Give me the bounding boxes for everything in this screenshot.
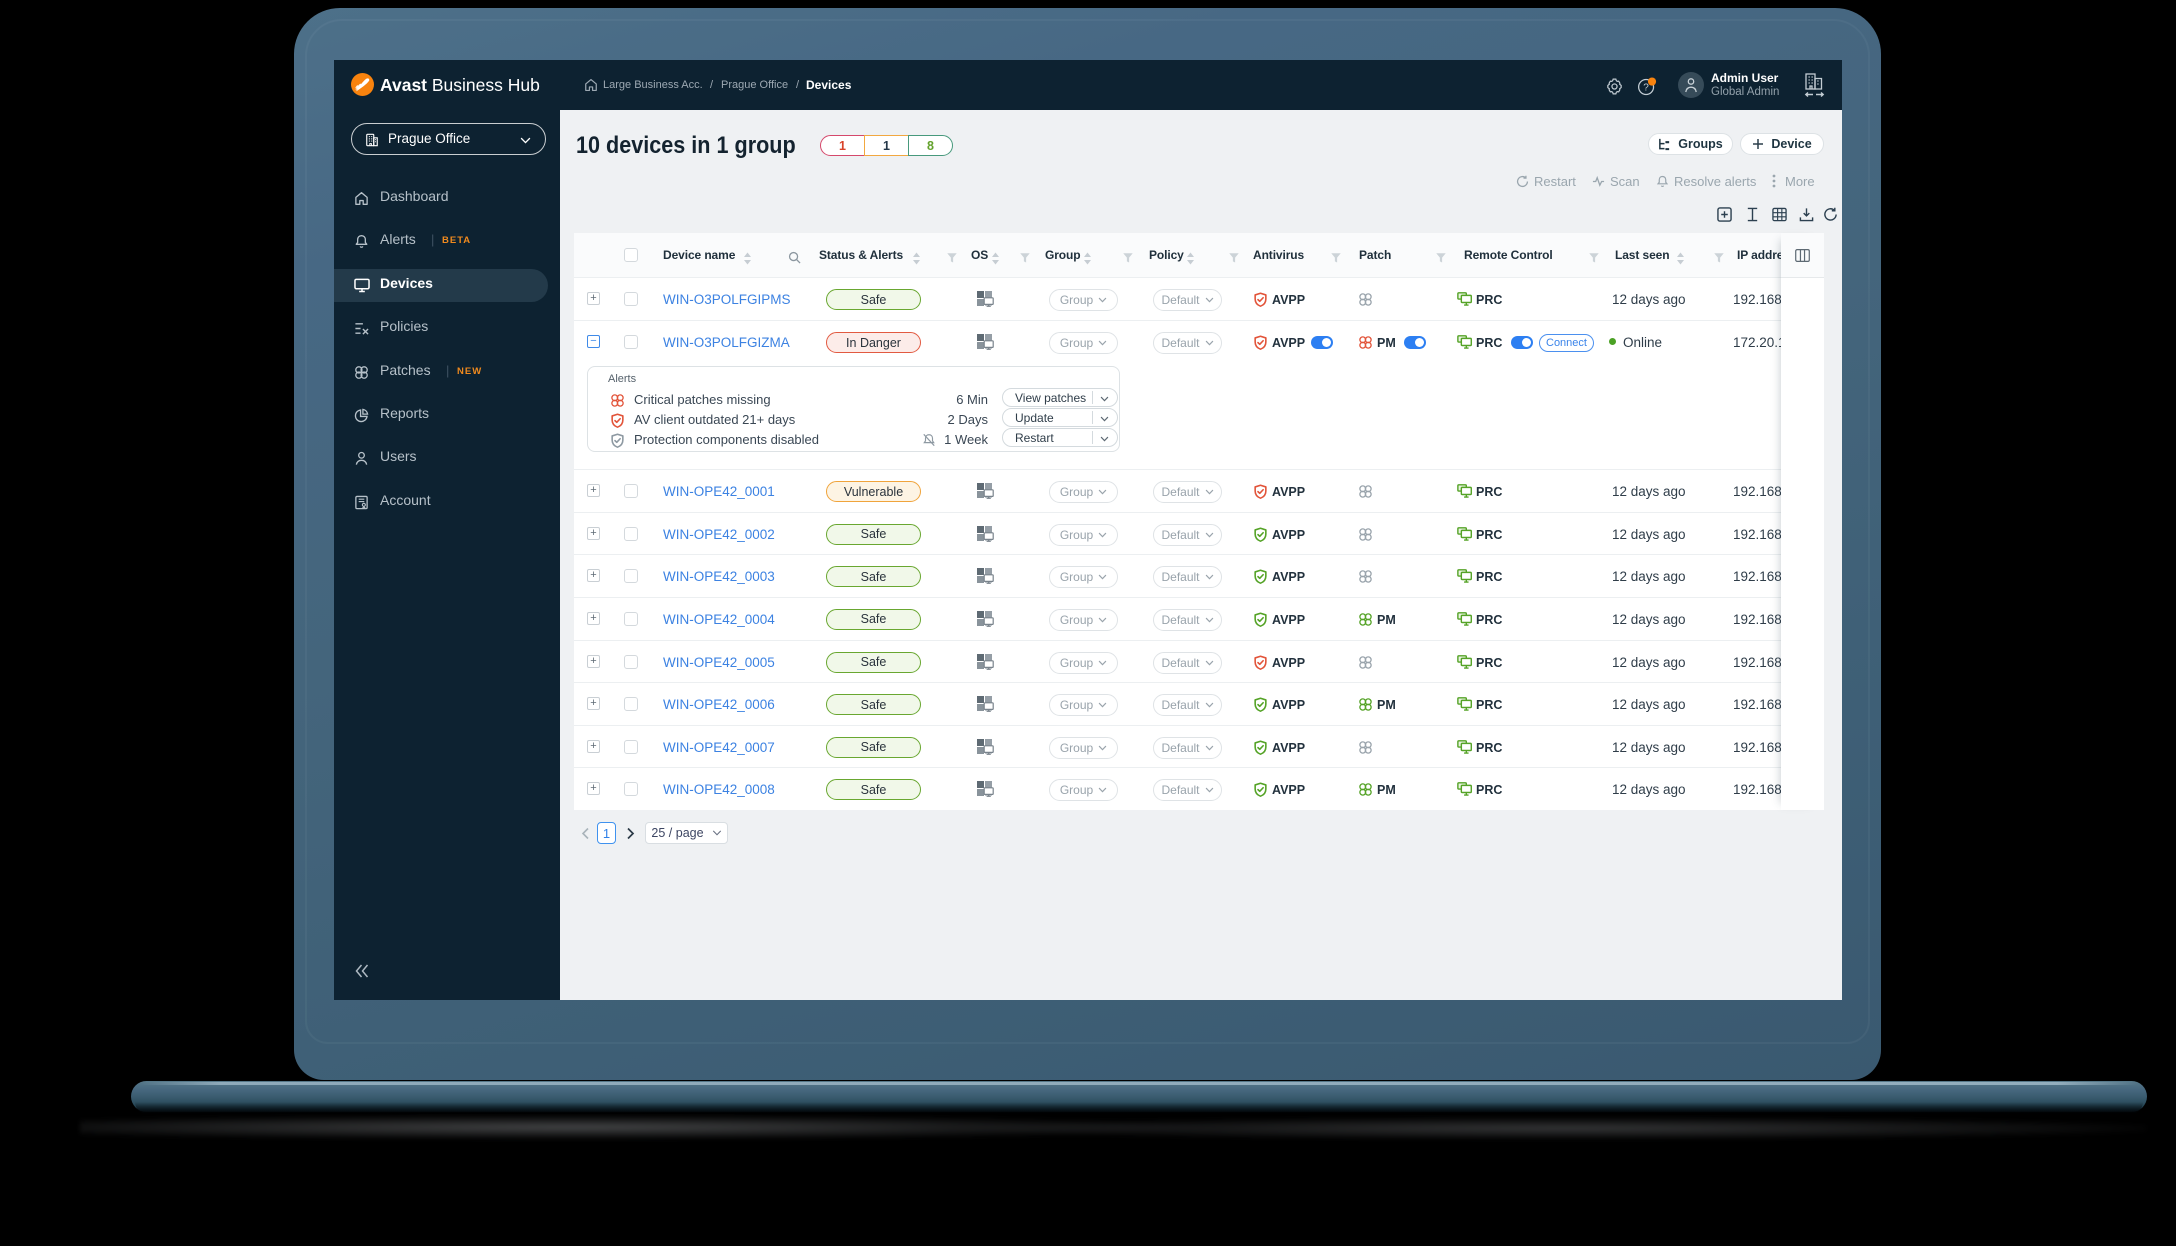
svg-text:?: ? (1643, 83, 1649, 94)
